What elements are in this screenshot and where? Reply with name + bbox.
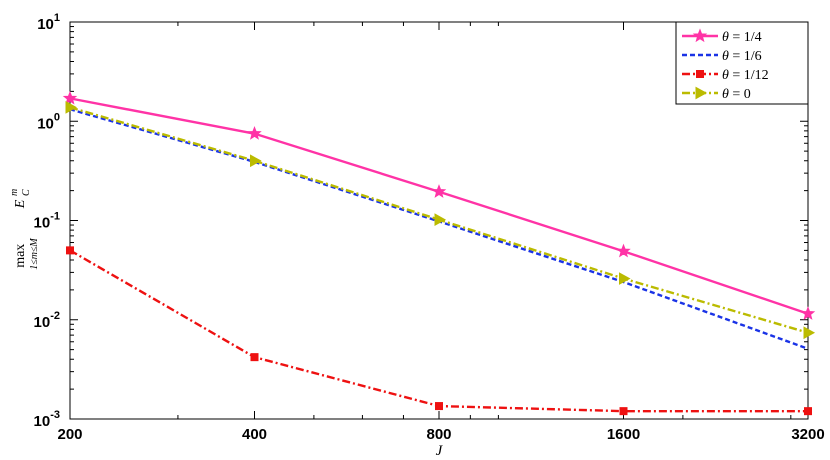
- data-point: [804, 407, 812, 416]
- series-line: [69, 249, 808, 413]
- x-tick-label: 1600: [607, 426, 640, 443]
- series-line: [69, 97, 809, 315]
- data-point: [250, 154, 262, 168]
- legend-marker: [695, 86, 708, 100]
- data-point: [803, 326, 816, 340]
- legend-marker: [692, 28, 708, 43]
- svg-text:max E: max E: [13, 199, 28, 268]
- legend-label: θ = 1/12: [722, 68, 769, 83]
- x-tick-label: 3200: [791, 426, 824, 443]
- series-1: [69, 108, 809, 350]
- y-label-var-sub: C: [21, 189, 32, 196]
- x-tick-label: 200: [57, 426, 82, 443]
- data-point: [62, 90, 78, 105]
- series-0: [62, 90, 816, 320]
- data-point: [431, 184, 447, 198]
- x-tick-labels: 200 400 800 1600 3200: [57, 426, 824, 443]
- legend-entry-0: θ = 1/4: [682, 28, 762, 45]
- y-label-op-sub: 1≤m≤M: [29, 238, 40, 270]
- legend-entry-3: θ = 0: [682, 86, 751, 102]
- data-point: [619, 407, 628, 416]
- y-tick-label: 10-1: [34, 211, 60, 232]
- legend-entry-2: θ = 1/12: [682, 68, 769, 83]
- y-tick-label: 10-3: [34, 409, 60, 430]
- data-point: [247, 126, 262, 140]
- legend: θ = 1/4 θ = 1/6 θ = 1/12 θ = 0: [675, 21, 809, 105]
- y-axis-label: max E 1≤m≤M C m: [9, 189, 40, 270]
- y-tick-labels: 101 100 10-1 10-2 10-3: [34, 12, 60, 430]
- legend-marker: [696, 70, 704, 78]
- series-layer: [62, 90, 816, 416]
- data-point: [619, 272, 631, 285]
- series-line: [69, 108, 809, 350]
- data-point: [65, 101, 78, 114]
- y-tick-label: 101: [37, 12, 60, 33]
- x-tick-label: 800: [426, 426, 451, 443]
- x-axis-label: J: [436, 443, 444, 459]
- data-point: [800, 306, 816, 320]
- legend-label: θ = 1/6: [722, 49, 762, 64]
- y-label-var-sup: m: [9, 189, 20, 196]
- legend-entry-1: θ = 1/6: [682, 49, 762, 64]
- y-label-var: E: [13, 199, 28, 209]
- y-label-op: max: [13, 244, 28, 268]
- data-point: [250, 353, 259, 362]
- data-point: [616, 243, 631, 258]
- y-tick-label: 100: [37, 111, 60, 132]
- data-point: [66, 246, 74, 255]
- data-point: [435, 402, 443, 411]
- series-3: [65, 101, 816, 340]
- series-2: [66, 246, 812, 416]
- legend-label: θ = 1/4: [722, 30, 762, 45]
- y-tick-label: 10-2: [34, 310, 60, 331]
- x-tick-label: 400: [242, 426, 267, 443]
- data-point: [434, 213, 447, 226]
- legend-label: θ = 0: [722, 87, 751, 102]
